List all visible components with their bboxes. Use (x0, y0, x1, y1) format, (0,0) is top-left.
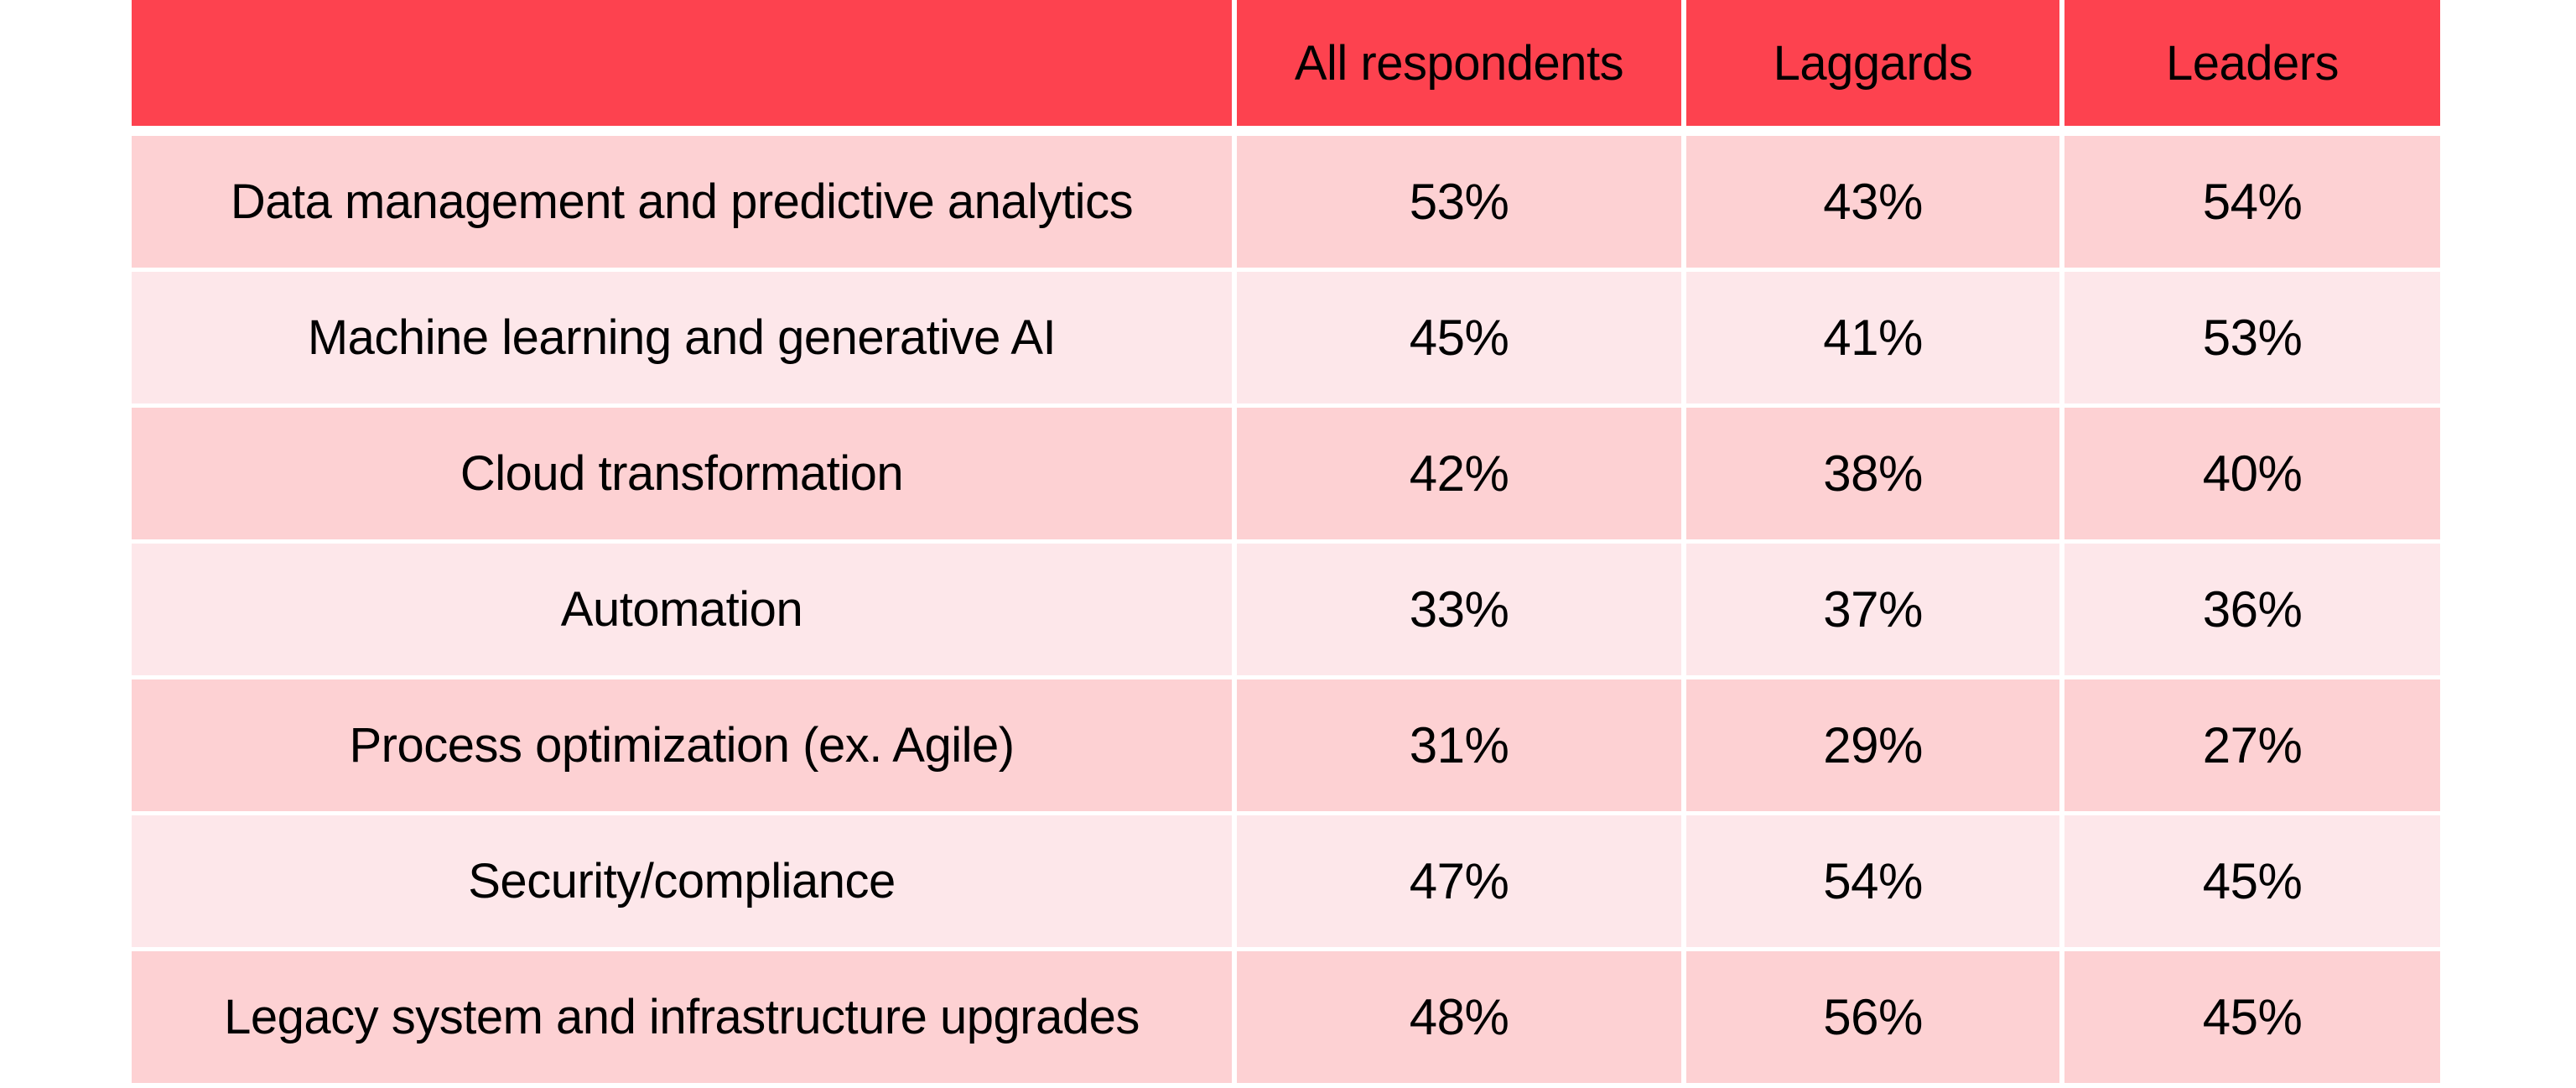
table-header-row: All respondents Laggards Leaders (132, 0, 2440, 126)
value-cell: 47% (1237, 815, 1681, 947)
row-label-cell: Automation (132, 544, 1232, 675)
header-cell-all-respondents: All respondents (1237, 0, 1681, 126)
value-cell: 40% (2064, 408, 2440, 539)
value-cell: 27% (2064, 679, 2440, 811)
table-body: Data management and predictive analytics… (132, 136, 2440, 1083)
value-cell: 45% (2064, 815, 2440, 947)
survey-table: All respondents Laggards Leaders Data ma… (132, 0, 2440, 1083)
value-cell: 45% (2064, 951, 2440, 1083)
value-cell: 54% (2064, 136, 2440, 268)
row-label-cell: Security/compliance (132, 815, 1232, 947)
value-cell: 56% (1686, 951, 2059, 1083)
value-cell: 42% (1237, 408, 1681, 539)
row-label-cell: Machine learning and generative AI (132, 272, 1232, 403)
header-cell-empty (132, 0, 1232, 126)
value-cell: 53% (1237, 136, 1681, 268)
value-cell: 43% (1686, 136, 2059, 268)
value-cell: 29% (1686, 679, 2059, 811)
row-label-cell: Process optimization (ex. Agile) (132, 679, 1232, 811)
value-cell: 45% (1237, 272, 1681, 403)
value-cell: 36% (2064, 544, 2440, 675)
value-cell: 38% (1686, 408, 2059, 539)
value-cell: 33% (1237, 544, 1681, 675)
row-label-cell: Data management and predictive analytics (132, 136, 1232, 268)
value-cell: 31% (1237, 679, 1681, 811)
header-cell-laggards: Laggards (1686, 0, 2059, 126)
value-cell: 48% (1237, 951, 1681, 1083)
value-cell: 53% (2064, 272, 2440, 403)
row-label-cell: Legacy system and infrastructure upgrade… (132, 951, 1232, 1083)
value-cell: 54% (1686, 815, 2059, 947)
header-cell-leaders: Leaders (2064, 0, 2440, 126)
value-cell: 37% (1686, 544, 2059, 675)
row-label-cell: Cloud transformation (132, 408, 1232, 539)
value-cell: 41% (1686, 272, 2059, 403)
